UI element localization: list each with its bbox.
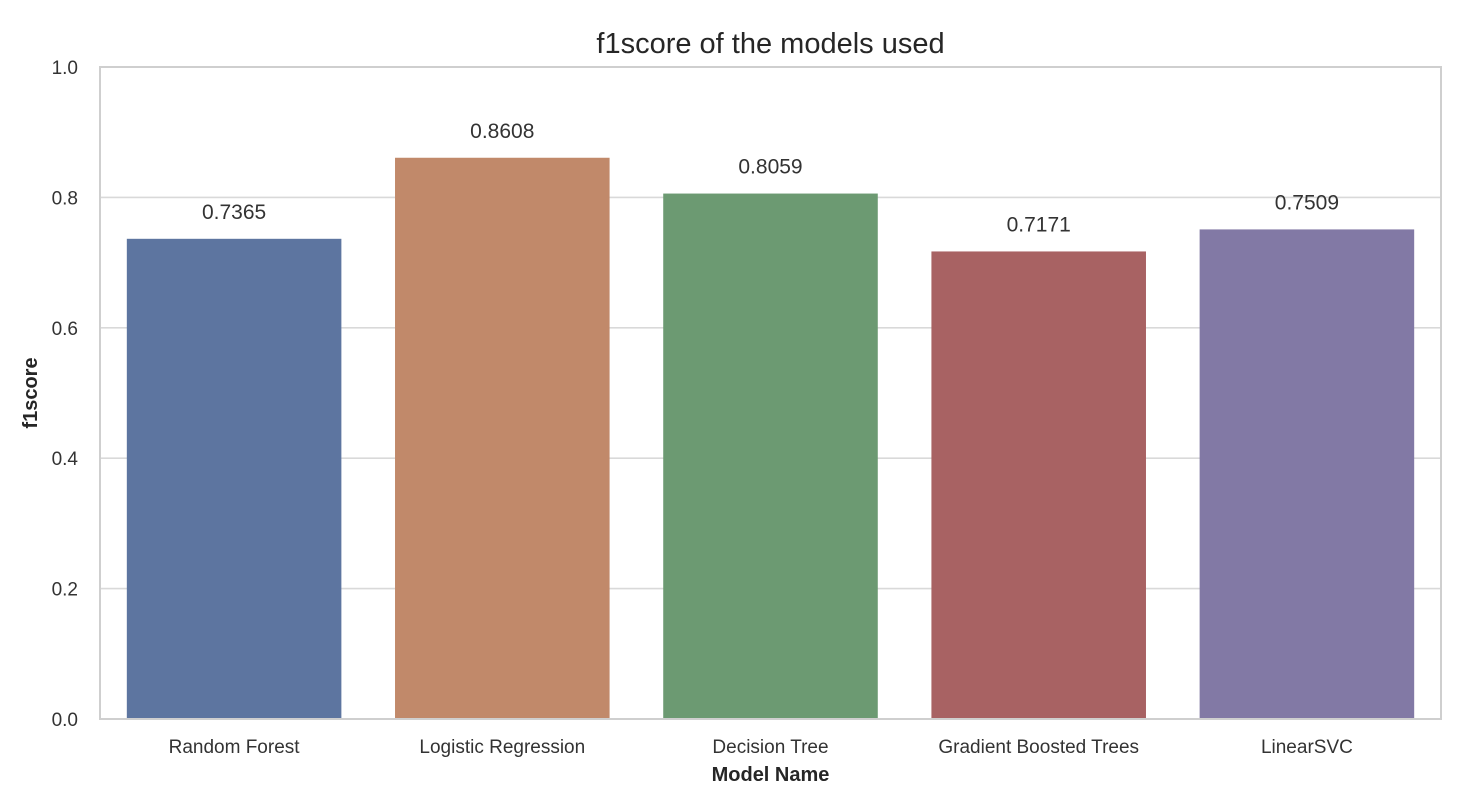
x-tick-label: Random Forest [169, 737, 301, 758]
bar-value-label: 0.7171 [1007, 213, 1071, 236]
y-tick-label: 0.2 [52, 580, 78, 601]
y-tick-label: 0.8 [52, 188, 78, 209]
bar [1199, 229, 1415, 719]
plot-frame [99, 66, 1442, 720]
x-axis-ticks: Random Forest Logistic Regression Decision… [169, 737, 1353, 758]
y-axis-ticks: 0.0 0.2 0.4 0.6 0.8 1.0 [52, 58, 79, 731]
y-tick-label: 0.4 [52, 449, 79, 470]
y-tick-label: 1.0 [52, 58, 78, 79]
chart-title: f1score of the models used [596, 28, 944, 60]
y-tick-label: 0.0 [52, 710, 78, 731]
bar [931, 251, 1146, 719]
y-tick-label: 0.6 [52, 319, 78, 340]
bar-value-label: 0.7509 [1275, 191, 1339, 214]
x-axis-title: Model Name [712, 764, 830, 786]
bar-value-label: 0.8608 [470, 120, 534, 143]
bars [126, 157, 1415, 719]
x-tick-label: LinearSVC [1261, 737, 1353, 758]
value-labels: 0.7365 0.8608 0.8059 0.7171 0.7509 [202, 120, 1339, 237]
y-axis-title: f1score [20, 357, 42, 428]
bar [126, 238, 342, 719]
bar [395, 157, 610, 719]
x-tick-label: Decision Tree [712, 737, 828, 758]
bar-value-label: 0.8059 [738, 156, 802, 179]
x-tick-label: Gradient Boosted Trees [938, 737, 1139, 758]
bar [663, 193, 878, 719]
x-tick-label: Logistic Regression [419, 737, 585, 758]
bar-value-label: 0.7365 [202, 201, 266, 224]
